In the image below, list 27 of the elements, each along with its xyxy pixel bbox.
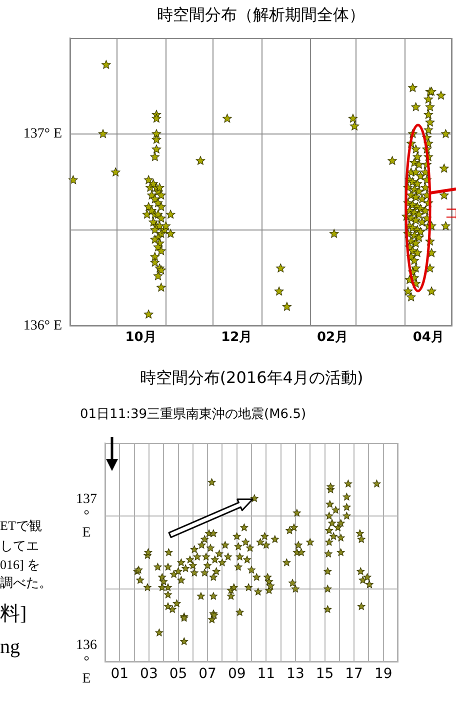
text: ETで観 — [0, 518, 42, 533]
x-tick-label: 13 — [286, 666, 304, 682]
x-tick-label: 01 — [110, 666, 129, 682]
x-tick-label: 02月 — [316, 330, 348, 346]
text: 料] — [0, 603, 27, 625]
x-tick-label: 05 — [169, 666, 188, 682]
text: 01日11:39三重県南東沖の地震(M6.5) — [80, 407, 306, 422]
y-tick-label: 136° E — [23, 318, 62, 334]
chart-title: 時空間分布(2016年4月の活動) — [140, 368, 364, 387]
x-tick-label: 03 — [140, 666, 158, 682]
x-tick-label: 19 — [374, 666, 392, 682]
x-tick-label: 17 — [345, 666, 363, 682]
chart-title: 時空間分布（解析期間全体） — [157, 5, 365, 24]
x-tick-label: 11 — [257, 666, 276, 682]
x-tick-label: 12月 — [221, 330, 252, 346]
x-tick-label: 07 — [198, 666, 216, 682]
text: 調べた。 — [0, 575, 52, 590]
y-tick-label: 136 ° E — [76, 638, 97, 686]
x-tick-label: 10月 — [125, 330, 156, 346]
x-tick-label: 15 — [316, 666, 334, 682]
text: ng — [0, 636, 20, 658]
x-tick-label: 04月 — [412, 330, 444, 346]
text: 016] を — [0, 557, 40, 572]
x-tick-label: 09 — [228, 666, 246, 682]
y-tick-label: 137° E — [23, 126, 62, 142]
text: してエ — [0, 538, 39, 553]
y-tick-label: 137 ° E — [76, 492, 97, 540]
